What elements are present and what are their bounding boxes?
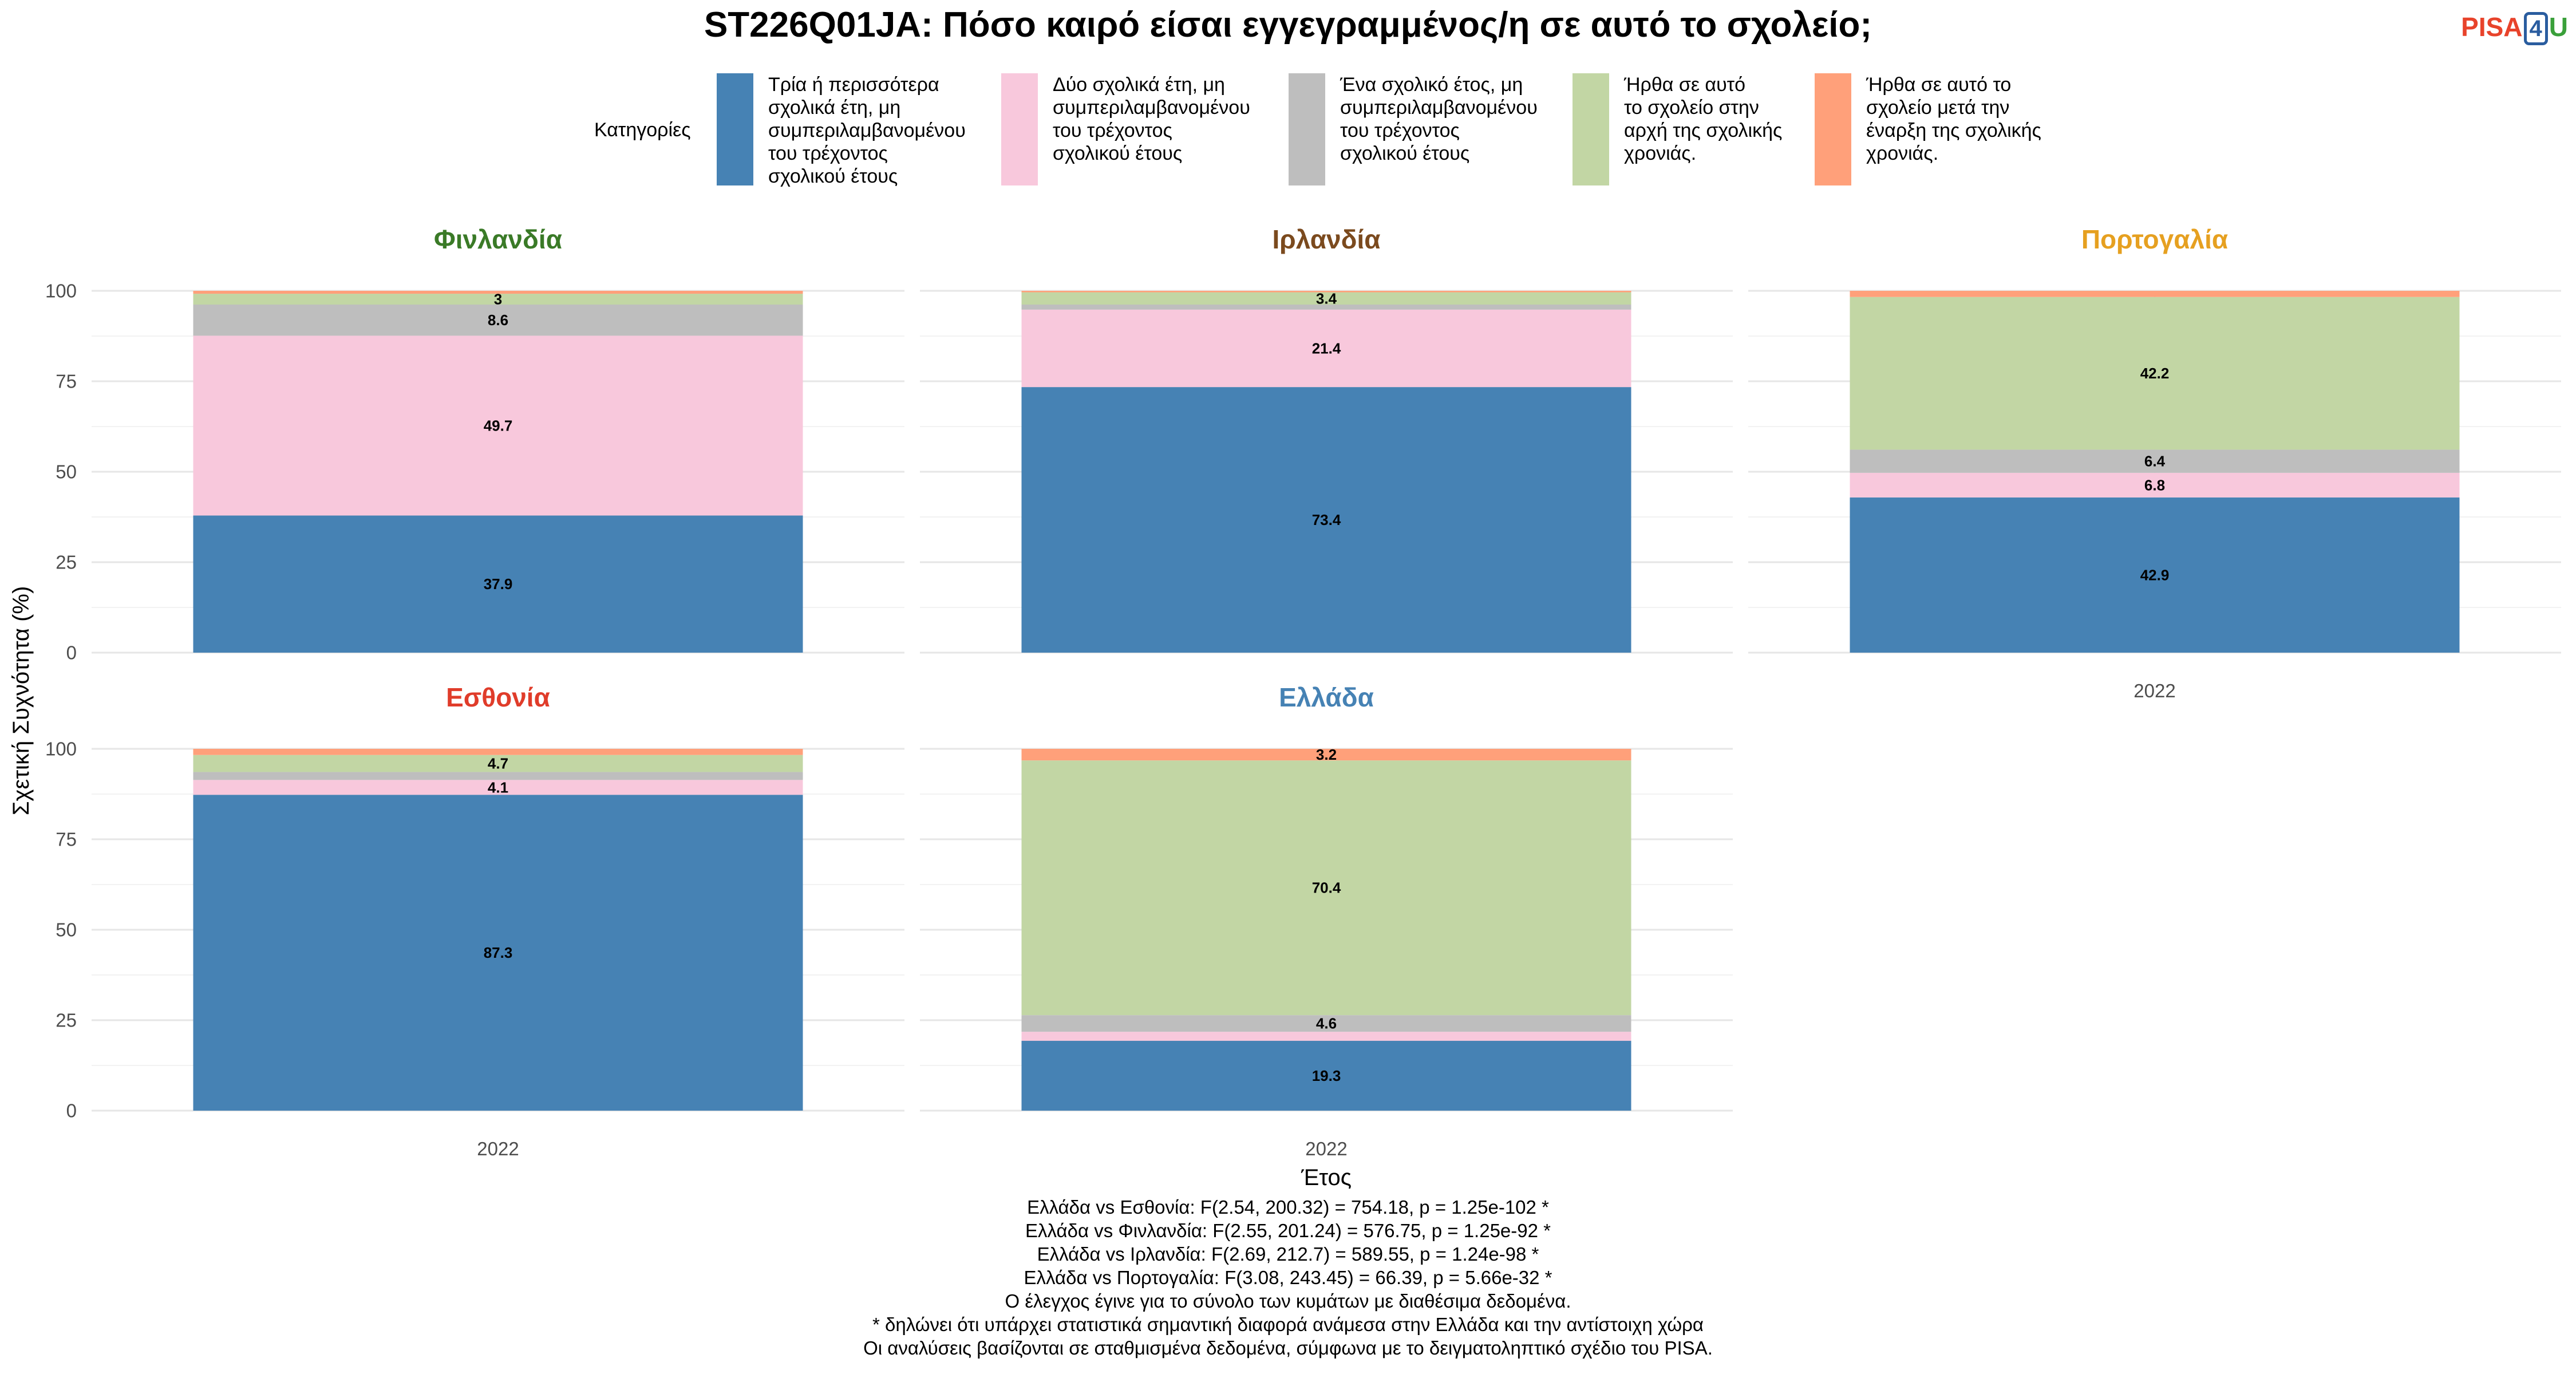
- footer-line: * δηλώνει ότι υπάρχει στατιστικά σημαντι…: [872, 1314, 1704, 1335]
- legend-swatch: [717, 73, 753, 185]
- y-tick-label: 50: [56, 919, 77, 941]
- x-axis-title: Έτος: [1301, 1165, 1352, 1190]
- legend-label: Ένα σχολικό έτος, μη συμπεριλαμβανομένου…: [1340, 74, 1538, 164]
- data-label: 21.4: [1312, 339, 1341, 357]
- bar-segment: [1850, 497, 2460, 653]
- y-tick-label: 75: [56, 371, 77, 392]
- bar-segment: [1021, 1041, 1631, 1111]
- data-label: 37.9: [484, 575, 513, 593]
- bar-segment: [193, 795, 803, 1111]
- panel-title: Ιρλανδία: [1272, 224, 1380, 254]
- legend-label: Τρία ή περισσότερα σχολικά έτη, μη συμπε…: [768, 74, 966, 187]
- data-label: 42.9: [2140, 566, 2170, 583]
- y-tick-label: 75: [56, 829, 77, 850]
- data-label: 49.7: [484, 417, 513, 434]
- pisa4u-logo: PISA 4 U: [2461, 11, 2568, 45]
- bar-segment: [193, 780, 803, 795]
- bar-segment: [193, 335, 803, 516]
- legend-label: Δύο σχολικά έτη, μη συμπεριλαμβανομένου …: [1053, 74, 1250, 164]
- data-label: 87.3: [484, 944, 513, 961]
- x-tick-label: 2022: [2134, 680, 2175, 701]
- footer-line: Οι αναλύσεις βασίζονται σε σταθμισμένα δ…: [863, 1337, 1713, 1359]
- faceted-stacked-bar-chart: 37.9 49.7 8.6 3 Φινλανδία 0 25 50 75 100 73.4 21.4 3…: [9, 224, 2561, 1190]
- data-label: 3: [494, 291, 502, 308]
- bar-segment: [1850, 297, 2460, 450]
- data-label: 6.8: [2144, 476, 2165, 493]
- bar-segment: [193, 294, 803, 305]
- legend-swatch: [1001, 73, 1038, 185]
- bar-segment: [1021, 1015, 1631, 1032]
- bar-segment: [1021, 309, 1631, 388]
- panel-title: Εσθονία: [446, 682, 550, 712]
- data-label: 19.3: [1312, 1067, 1341, 1084]
- bar-segment: [1850, 449, 2460, 473]
- data-label: 4.6: [1316, 1015, 1337, 1032]
- panel-title: Φινλανδία: [434, 224, 562, 254]
- footer-line: Ελλάδα vs Πορτογαλία: F(3.08, 243.45) = …: [1024, 1267, 1552, 1288]
- data-label: 42.2: [2140, 365, 2170, 382]
- bar-segment: [193, 305, 803, 336]
- bar-segment: [1021, 387, 1631, 653]
- data-label: 6.4: [2144, 453, 2166, 470]
- footer-line: Ελλάδα vs Ιρλανδία: F(2.69, 212.7) = 589…: [1037, 1243, 1539, 1265]
- bar-segment: [193, 515, 803, 653]
- y-tick-label: 50: [56, 461, 77, 483]
- data-label: 70.4: [1312, 879, 1341, 897]
- chart-title: ST226Q01JA: Πόσο καιρό είσαι εγγεγραμμέν…: [704, 5, 1872, 45]
- bar-segment: [1021, 749, 1631, 761]
- footer-line: Ο έλεγχος έγινε για το σύνολο των κυμάτω…: [1005, 1290, 1571, 1312]
- data-label: 8.6: [488, 311, 508, 329]
- y-tick-label: 0: [66, 1100, 77, 1122]
- y-tick-label: 25: [56, 1010, 77, 1031]
- data-label: 73.4: [1312, 511, 1341, 528]
- bar-segment: [1021, 760, 1631, 1016]
- data-label: 4.7: [488, 755, 508, 772]
- legend-label: Ήρθα σε αυτό το σχολείο μετά την έναρξη …: [1866, 74, 2041, 164]
- bar-segment: [1021, 292, 1631, 305]
- bar-segment: [193, 749, 803, 755]
- y-tick-label: 100: [45, 281, 77, 302]
- bar-segment: [193, 291, 803, 294]
- bar-segment: [1850, 291, 2460, 297]
- legend-swatch: [1573, 73, 1609, 185]
- y-tick-label: 0: [66, 642, 77, 664]
- bar-segment: [193, 772, 803, 780]
- y-axis-title: Σχετική Συχνότητα (%): [9, 586, 34, 816]
- legend-title: Κατηγορίες: [594, 119, 691, 141]
- data-label: 3.2: [1316, 746, 1337, 763]
- legend-swatch: [1289, 73, 1325, 185]
- x-tick-label: 2022: [1305, 1138, 1347, 1159]
- bar-segment: [1021, 305, 1631, 310]
- bar-segment: [1021, 1032, 1631, 1041]
- bar-segment: [1021, 291, 1631, 293]
- bar-segment: [1850, 472, 2460, 498]
- data-label: 3.4: [1316, 290, 1337, 307]
- data-label: 4.1: [488, 779, 508, 796]
- panel-title: Πορτογαλία: [2081, 224, 2228, 254]
- bar-segment: [193, 755, 803, 772]
- legend-swatch: [1815, 73, 1851, 185]
- chart-footer: Ελλάδα vs Εσθονία: F(2.54, 200.32) = 754…: [0, 1195, 2576, 1360]
- panel-title: Ελλάδα: [1279, 682, 1374, 712]
- footer-line: Ελλάδα vs Εσθονία: F(2.54, 200.32) = 754…: [1027, 1197, 1549, 1218]
- y-tick-label: 100: [45, 739, 77, 760]
- x-tick-label: 2022: [477, 1138, 519, 1159]
- y-tick-label: 25: [56, 552, 77, 573]
- footer-line: Ελλάδα vs Φινλανδία: F(2.55, 201.24) = 5…: [1025, 1220, 1551, 1241]
- legend-label: Ήρθα σε αυτό το σχολείο στην αρχή της σχ…: [1624, 74, 1783, 164]
